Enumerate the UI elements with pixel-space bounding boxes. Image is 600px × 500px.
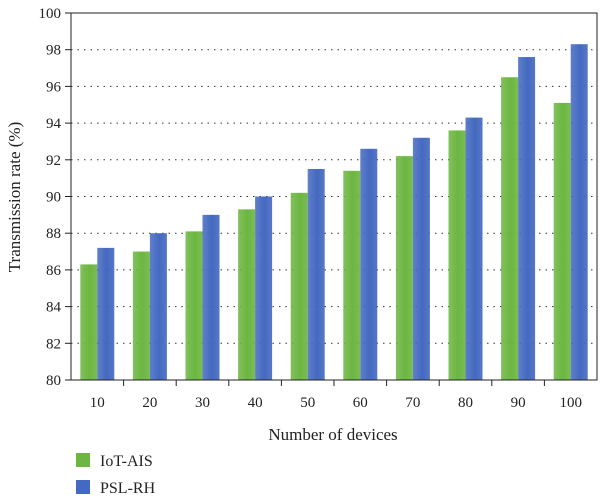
bar-psl-rh-50 — [307, 168, 325, 380]
bar-psl-rh-80 — [465, 117, 483, 380]
legend: IoT-AIS PSL-RH — [76, 453, 156, 497]
x-tick-label: 10 — [90, 395, 105, 411]
y-tick-label: 92 — [46, 153, 61, 169]
x-tick-label: 20 — [142, 395, 157, 411]
bar-iot-ais-30 — [185, 231, 203, 380]
bar-psl-rh-90 — [518, 57, 536, 380]
x-tick-label: 90 — [511, 395, 526, 411]
bar-psl-rh-10 — [97, 247, 115, 380]
x-tick-labels: 10 20 30 40 50 60 70 80 90 100 — [90, 395, 582, 411]
y-tick-label: 82 — [46, 336, 61, 352]
bar-iot-ais-100 — [553, 102, 571, 380]
bar-psl-rh-20 — [149, 233, 167, 380]
y-tick-label: 94 — [46, 116, 62, 132]
x-tick-label: 50 — [300, 395, 315, 411]
bar-iot-ais-70 — [395, 156, 413, 380]
legend-swatch-psl-rh — [76, 480, 90, 494]
y-tick-label: 100 — [39, 6, 62, 22]
x-tick-label: 100 — [559, 395, 582, 411]
x-tick-label: 70 — [405, 395, 420, 411]
bar-iot-ais-40 — [238, 209, 256, 380]
bar-psl-rh-30 — [202, 214, 220, 380]
bar-psl-rh-60 — [360, 148, 378, 380]
bars-group — [80, 44, 588, 380]
y-tick-label: 90 — [46, 190, 61, 206]
axes-group — [65, 12, 598, 386]
legend-label-iot-ais: IoT-AIS — [100, 453, 153, 470]
bar-iot-ais-60 — [343, 170, 361, 380]
y-tick-label: 88 — [46, 226, 61, 242]
bar-psl-rh-40 — [255, 196, 273, 380]
bar-iot-ais-90 — [501, 77, 519, 380]
bar-psl-rh-70 — [412, 137, 430, 380]
bar-iot-ais-10 — [80, 264, 98, 380]
x-axis-title: Number of devices — [268, 425, 397, 444]
legend-label-psl-rh: PSL-RH — [100, 480, 156, 497]
y-tick-labels: 80 82 84 86 88 90 92 94 96 98 100 — [39, 6, 62, 389]
y-axis-title: Transmission rate (%) — [5, 122, 24, 272]
y-tick-label: 84 — [46, 300, 62, 316]
bar-iot-ais-50 — [290, 192, 308, 380]
x-tick-label: 60 — [353, 395, 368, 411]
bar-psl-rh-100 — [570, 44, 588, 380]
bar-iot-ais-20 — [132, 251, 150, 380]
y-tick-label: 86 — [46, 263, 62, 279]
y-tick-label: 96 — [46, 79, 62, 95]
bar-iot-ais-80 — [448, 130, 466, 380]
legend-swatch-iot-ais — [76, 453, 90, 467]
x-tick-label: 80 — [458, 395, 473, 411]
y-tick-label: 80 — [46, 373, 61, 389]
x-tick-label: 30 — [195, 395, 210, 411]
x-tick-label: 40 — [248, 395, 263, 411]
y-tick-label: 98 — [46, 43, 61, 59]
